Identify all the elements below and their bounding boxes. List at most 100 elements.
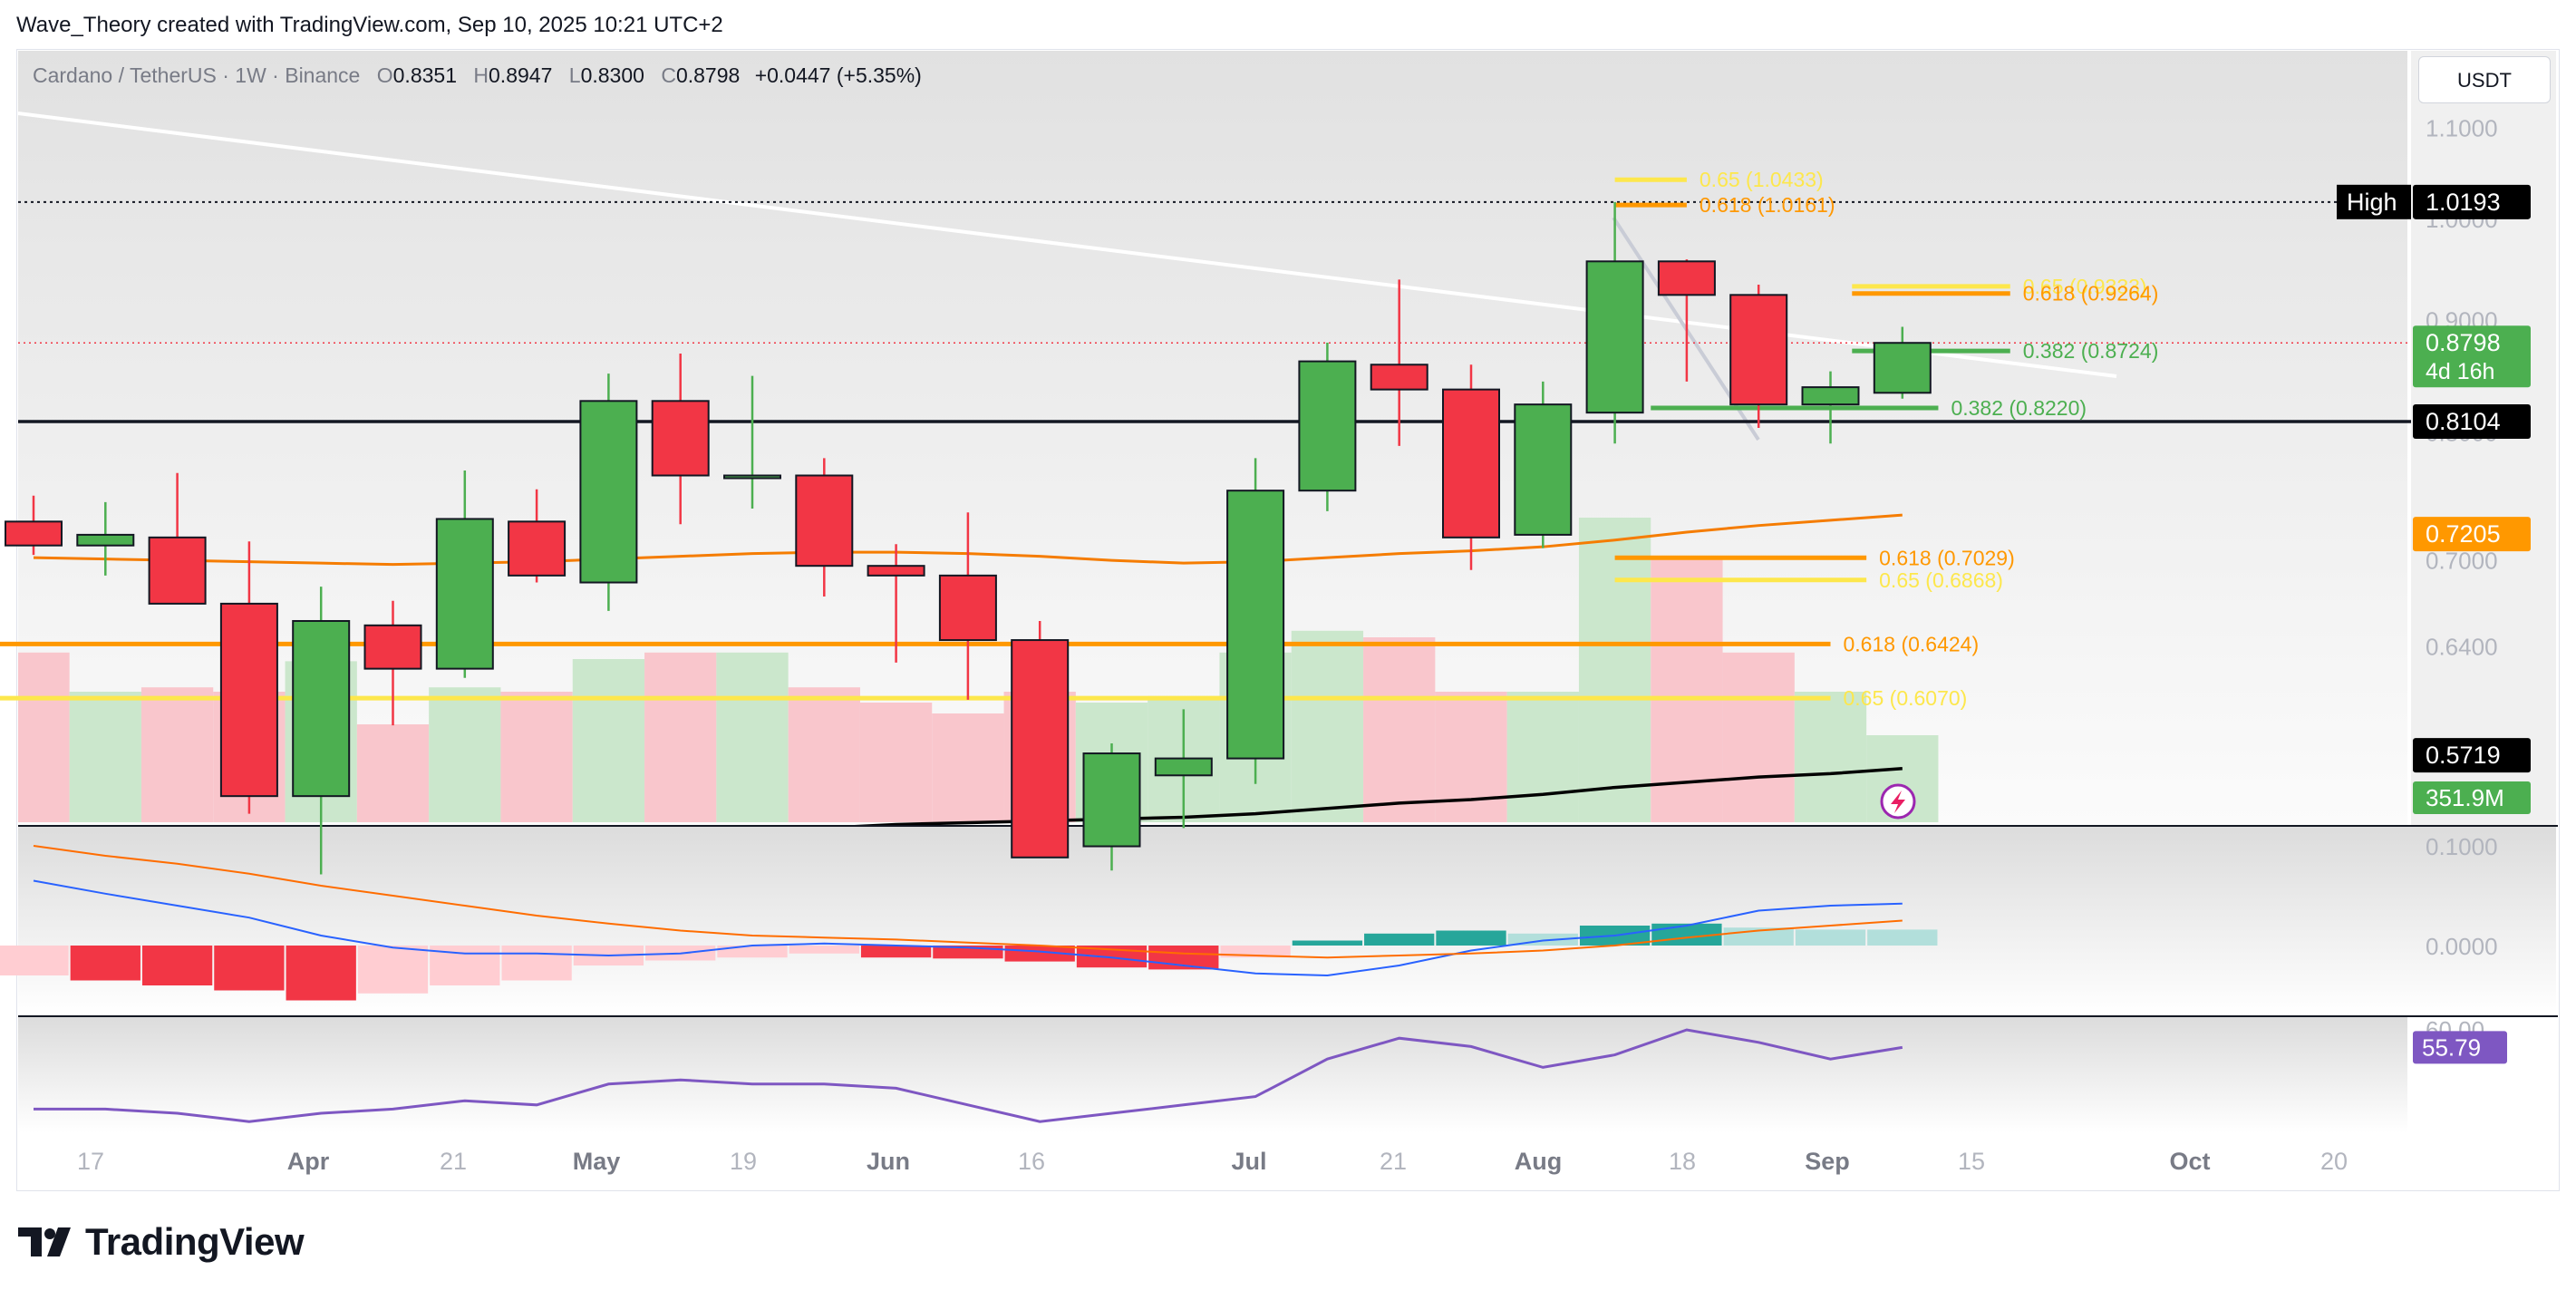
macd-axis-tick: 0.1000 — [2426, 833, 2498, 860]
price-axis-label-bg — [2413, 325, 2531, 388]
tradingview-brand[interactable]: TradingView — [18, 1220, 305, 1264]
legend-symbol: Cardano / TetherUS · 1W · Binance — [33, 63, 361, 87]
volume-bar — [140, 687, 214, 822]
volume-bar — [1506, 692, 1579, 822]
fib-level-label: 0.65 (0.9333) — [2023, 275, 2147, 298]
time-axis-tick: Oct — [2169, 1148, 2210, 1175]
macd-histogram-bar — [501, 946, 572, 981]
candle-body — [1298, 360, 1357, 492]
macd-histogram-bar — [717, 946, 788, 958]
candle-body — [1011, 639, 1070, 859]
macd-line — [33, 879, 1903, 977]
price-axis-tick: 1.1000 — [2426, 114, 2498, 141]
fib-level-label: 0.618 (0.7029) — [1879, 546, 2015, 569]
time-axis-tick: Jun — [867, 1148, 910, 1175]
tradingview-logo-icon — [18, 1227, 71, 1256]
chart-caption: Wave_Theory created with TradingView.com… — [16, 13, 723, 37]
macd-histogram-bar — [1292, 940, 1363, 946]
candle-body — [1514, 403, 1573, 536]
macd-histogram-bar — [0, 946, 69, 975]
legend-close-label: C — [661, 63, 676, 87]
candle-body — [435, 518, 494, 670]
macd-histogram-bar — [1867, 929, 1938, 946]
high-label-bg — [2337, 184, 2411, 219]
candle-body — [1657, 260, 1716, 296]
volume-bar — [859, 703, 933, 822]
candle-body — [5, 520, 63, 547]
legend-change: +0.0447 (+5.35%) — [754, 63, 922, 87]
candle-body — [1585, 260, 1644, 414]
candle-body — [292, 619, 351, 798]
macd-histogram-bar — [1436, 930, 1506, 946]
volume-bar — [1794, 692, 1867, 822]
volume-bar — [716, 652, 789, 822]
volume-bar — [932, 713, 1004, 822]
macd-histogram-bar — [357, 946, 429, 994]
volume-bar — [1651, 557, 1723, 822]
candle-body — [1226, 490, 1285, 760]
time-axis-tick: Apr — [287, 1148, 330, 1175]
price-axis-countdown: 4d 16h — [2426, 359, 2494, 384]
candle-body — [1442, 388, 1500, 538]
volume-bar — [1291, 630, 1364, 822]
price-axis-tick: 0.6400 — [2426, 633, 2498, 660]
candle-body — [938, 574, 997, 642]
volume-bar — [1722, 652, 1795, 822]
macd-histogram-bar — [1364, 933, 1435, 946]
macd-histogram-bar — [860, 946, 932, 958]
volume-label: 351.9M — [2426, 784, 2504, 811]
candle-body — [723, 474, 781, 480]
volume-bar — [1363, 637, 1436, 822]
macd-histogram-bar — [789, 946, 859, 954]
legend-low-label: L — [568, 63, 581, 87]
legend-high-label: H — [473, 63, 489, 87]
fib-level-label: 0.618 (0.9264) — [2023, 282, 2159, 306]
time-axis-tick: 17 — [77, 1148, 104, 1175]
legend-close: 0.8798 — [675, 63, 741, 87]
volume-bar — [644, 652, 717, 822]
rsi-value-bg — [2413, 1031, 2507, 1064]
candle-body — [867, 565, 925, 577]
candle-body — [508, 520, 567, 577]
fib-level-label: 0.382 (0.8220) — [1951, 396, 2087, 420]
candle-body — [579, 400, 638, 584]
volume-bar — [18, 652, 70, 822]
time-axis-tick: Sep — [1805, 1148, 1850, 1175]
price-axis-label-bg — [2413, 184, 2531, 219]
high-label: High — [2347, 189, 2397, 216]
candle-body — [651, 400, 710, 477]
chart-frame[interactable] — [16, 49, 2560, 1191]
candle-body — [1082, 752, 1141, 848]
candle-body — [363, 624, 422, 670]
volume-bar — [69, 692, 141, 822]
time-axis-tick: May — [573, 1148, 621, 1175]
price-axis-label: 0.8104 — [2426, 408, 2501, 435]
currency-button[interactable]: USDT — [2418, 56, 2551, 103]
fib-level-label: 0.65 (0.6070) — [1844, 686, 1968, 710]
macd-axis-tick: 0.0000 — [2426, 933, 2498, 960]
volume-bar — [1435, 692, 1507, 822]
symbol-legend: Cardano / TetherUS · 1W · Binance O0.835… — [33, 63, 922, 88]
price-axis-label: 0.8798 — [2426, 329, 2501, 356]
time-axis-tick: 21 — [440, 1148, 467, 1175]
volume-bar — [572, 659, 645, 822]
price-axis-label-bg — [2413, 404, 2531, 439]
price-axis-label: 0.5719 — [2426, 742, 2501, 769]
time-axis-tick: Aug — [1515, 1148, 1562, 1175]
volume-bar — [429, 687, 501, 822]
legend-open-label: O — [376, 63, 393, 87]
macd-histogram-bar — [286, 946, 356, 1001]
macd-histogram-bar — [141, 946, 213, 985]
candle-body — [1873, 342, 1932, 394]
candle-body — [76, 533, 135, 547]
alert-bolt-icon — [1891, 791, 1905, 813]
legend-open: 0.8351 — [392, 63, 457, 87]
brand-name: TradingView — [85, 1220, 305, 1263]
main-pane-bg — [18, 51, 2407, 825]
time-axis-tick: Jul — [1231, 1148, 1266, 1175]
time-axis-tick: 21 — [1380, 1148, 1407, 1175]
volume-bar — [788, 687, 860, 822]
macd-histogram-bar — [214, 946, 285, 991]
candle-body — [219, 602, 278, 798]
